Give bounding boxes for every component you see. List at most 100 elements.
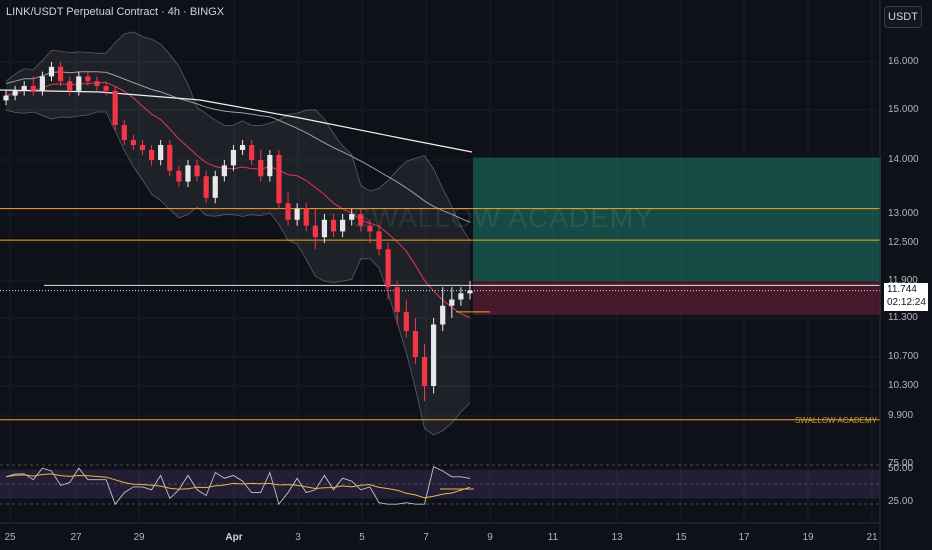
rsi-tick-2: 25.00 <box>888 496 914 507</box>
candle-body-50 <box>458 293 464 300</box>
chart-title: LINK/USDT Perpetual Contract · 4h · BING… <box>6 6 225 18</box>
candle-body-28 <box>258 160 264 177</box>
candle-body-16 <box>148 150 155 160</box>
rsi-tick-0: 75.00 <box>888 458 914 469</box>
candle-body-1 <box>12 90 18 96</box>
time-tick-11: 17 <box>738 532 750 543</box>
price-tick-2: 14.000 <box>888 154 919 165</box>
candle-body-8 <box>76 76 82 91</box>
rsi-panel <box>0 464 880 506</box>
ma-short <box>5 82 471 319</box>
time-tick-2: 29 <box>133 532 145 543</box>
candle-body-46 <box>421 357 428 386</box>
price-tick-6: 11.300 <box>888 312 918 323</box>
currency-button[interactable]: USDT <box>884 6 922 28</box>
rsi-line <box>5 466 471 506</box>
candle-body-37 <box>340 219 346 232</box>
candle-body-3 <box>30 86 36 91</box>
candle-body-43 <box>394 287 400 312</box>
candle-body-31 <box>285 203 291 220</box>
candle-body-10 <box>94 81 100 86</box>
candle-body-23 <box>212 176 218 198</box>
target-zone <box>473 157 881 281</box>
horizontal-levels <box>0 208 880 421</box>
candle-body-35 <box>321 219 328 238</box>
candle-body-5 <box>48 66 55 77</box>
candle-body-6 <box>57 66 64 82</box>
candle-body-0 <box>3 95 9 101</box>
candle-body-18 <box>167 145 173 171</box>
candle-body-21 <box>194 165 200 177</box>
current-price: 11.744 <box>887 284 917 295</box>
candle-body-25 <box>230 150 237 166</box>
price-tick-1: 15.000 <box>888 104 919 115</box>
time-tick-1: 27 <box>70 532 82 543</box>
candle-body-48 <box>440 305 446 325</box>
candle-body-7 <box>67 81 73 91</box>
time-tick-5: 5 <box>359 532 365 543</box>
price-tick-4: 12.500 <box>888 237 919 248</box>
candle-body-9 <box>85 76 91 82</box>
position-zones <box>473 157 881 315</box>
candle-body-49 <box>449 299 455 306</box>
time-tick-12: 19 <box>802 532 814 543</box>
bar-countdown: 02:12:24 <box>887 297 926 308</box>
candle-body-20 <box>185 165 191 182</box>
watermark-small: SWALLOW ACADEMY <box>795 416 877 425</box>
candle-body-40 <box>367 225 373 232</box>
candle-body-15 <box>139 145 146 150</box>
candle-body-42 <box>385 249 391 288</box>
candle-body-11 <box>103 86 109 91</box>
candle-body-2 <box>21 86 27 91</box>
candle-body-41 <box>376 231 382 250</box>
time-tick-4: 3 <box>295 532 301 543</box>
price-tick-7: 10.700 <box>888 351 919 362</box>
current-price-tag: 11.744 02:12:24 <box>884 283 928 311</box>
candle-body-45 <box>412 331 419 357</box>
candle-body-51 <box>467 290 473 294</box>
candle-body-38 <box>349 214 355 220</box>
rsi-tick-1: 50.00 <box>888 463 914 474</box>
time-tick-7: 9 <box>487 532 493 543</box>
watermark-main: SWALLOW ACADEMY <box>352 202 654 233</box>
time-tick-0: 25 <box>4 532 16 543</box>
candle-body-24 <box>221 165 227 177</box>
candles <box>3 62 473 401</box>
price-tick-9: 9.900 <box>888 410 914 421</box>
candle-body-44 <box>403 311 409 331</box>
candle-body-29 <box>267 155 273 177</box>
time-tick-8: 11 <box>547 532 559 543</box>
stop-zone <box>473 281 881 315</box>
time-tick-3: Apr <box>225 532 243 543</box>
band-upper <box>5 31 471 242</box>
candle-body-12 <box>112 90 118 125</box>
ma-mid <box>5 71 471 223</box>
ma-long <box>0 89 473 153</box>
price-tick-5: 11.900 <box>888 275 918 286</box>
candle-body-27 <box>249 145 255 160</box>
rsi-ma-line <box>5 473 471 499</box>
candle-body-17 <box>158 145 164 160</box>
candle-body-19 <box>176 170 182 182</box>
candle-body-13 <box>121 125 127 140</box>
time-tick-10: 15 <box>675 532 687 543</box>
time-tick-6: 7 <box>423 532 429 543</box>
time-tick-9: 13 <box>611 532 623 543</box>
candle-body-47 <box>431 324 437 386</box>
candle-body-26 <box>239 145 246 150</box>
candle-body-32 <box>294 208 300 220</box>
band-lower <box>5 109 471 436</box>
price-tick-8: 10.300 <box>888 380 919 391</box>
candle-body-14 <box>130 140 136 145</box>
candle-body-22 <box>203 176 209 198</box>
candle-body-39 <box>358 214 364 226</box>
price-tick-0: 16.000 <box>888 56 919 67</box>
candle-body-33 <box>303 208 309 226</box>
candle-body-36 <box>330 219 337 232</box>
candle-body-4 <box>39 76 45 91</box>
time-tick-13: 21 <box>866 532 878 543</box>
candle-body-34 <box>312 225 318 238</box>
price-tick-3: 13.000 <box>888 208 919 219</box>
candle-body-30 <box>276 155 282 204</box>
